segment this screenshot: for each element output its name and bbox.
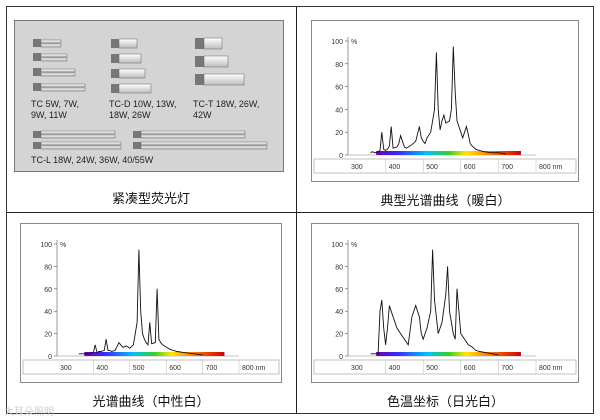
caption-spectrum-day: 色温坐标（日光白） — [386, 395, 504, 410]
spectrum-curve-day — [370, 249, 499, 356]
x-tick-label: 500 — [426, 365, 438, 372]
y-tick-label: 60 — [44, 287, 52, 294]
y-tick-label: 0 — [339, 354, 343, 361]
lamp-tct-42w-icon — [195, 73, 245, 86]
x-tick-label: 800 nm — [242, 365, 266, 372]
x-tick-label: 700 — [206, 365, 218, 372]
y-tick-label: 100 — [331, 39, 343, 46]
y-tick-label: 20 — [335, 332, 343, 339]
y-tick-label: 100 — [331, 242, 343, 249]
outer-frame — [6, 6, 594, 414]
lamp-tc-5w-icon — [33, 39, 62, 48]
y-tick-label: 0 — [48, 354, 52, 361]
x-tick-label: 700 — [501, 365, 513, 372]
x-tick-label: 500 — [133, 365, 145, 372]
x-tick-label: 800 nm — [539, 164, 563, 171]
y-tick-label: 40 — [335, 309, 343, 316]
y-tick-label: 100 — [40, 242, 52, 249]
spectrum-chart-day: 100 80 60 40 20 0% 300 400 500 600 700 800 nm — [313, 240, 577, 375]
spectrum-color-strip — [376, 151, 521, 155]
lamp-tcd-18w-icon — [111, 68, 146, 79]
spectrum-chart-neutral: 100 80 60 40 20 0% 300 400 500 600 700 800 nm — [22, 240, 280, 375]
watermark-text: 大耳朵照明 — [4, 407, 54, 418]
y-unit-label: % — [351, 242, 357, 249]
caption-spectrum-neutral: 光谱曲线（中性白） — [92, 395, 210, 410]
lamp-tc-9w-icon — [33, 68, 76, 77]
x-tick-label: 700 — [501, 164, 513, 171]
panel-lamps: TC 5W, 7W, 9W, 11W TC-D 10W, 13W, 18W, 2… — [6, 6, 296, 212]
x-tick-label: 300 — [60, 365, 72, 372]
lamp-label-tcl: TC-L 18W, 24W, 36W, 40/55W — [31, 155, 154, 165]
spectrum-box-warm: 100 80 60 40 20 0% 300 400 500 600 700 800 nm — [311, 20, 579, 182]
panel-spectrum-day: 100 80 60 40 20 0% 300 400 500 600 700 800 nm 色温坐标（… — [297, 213, 594, 414]
spectrum-color-strip — [84, 352, 225, 356]
grid-vertical-divider — [296, 6, 297, 414]
lamp-drawings — [33, 37, 268, 150]
x-axis-box — [313, 359, 577, 375]
y-tick-label: 20 — [44, 332, 52, 339]
spectrum-curve-warm — [370, 46, 506, 155]
lamp-tcl-24w-icon — [133, 130, 246, 139]
y-tick-label: 60 — [335, 85, 343, 92]
y-tick-label: 20 — [335, 130, 343, 137]
panel-spectrum-warm: 100 80 60 40 20 0% 300 400 500 600 700 800 nm 典型光谱曲… — [297, 6, 594, 212]
spectrum-box-neutral: 100 80 60 40 20 0% 300 400 500 600 700 800 nm — [20, 223, 282, 383]
x-tick-label: 600 — [464, 164, 476, 171]
y-tick-label: 80 — [335, 264, 343, 271]
spectrum-curve-neutral — [78, 249, 203, 356]
x-tick-label: 800 nm — [539, 365, 563, 372]
y-tick-label: 80 — [44, 264, 52, 271]
lamp-tcd-13w-icon — [111, 53, 142, 64]
x-tick-label: 300 — [351, 164, 363, 171]
y-tick-label: 0 — [339, 153, 343, 160]
x-tick-label: 300 — [351, 365, 363, 372]
lamp-tcd-10w-icon — [111, 38, 138, 49]
lamp-tc-7w-icon — [33, 53, 68, 62]
y-tick-label: 80 — [335, 62, 343, 69]
lamp-tcl-18w-icon — [33, 130, 116, 139]
panel-spectrum-neutral: 100 80 60 40 20 0% 300 400 500 600 700 800 nm 光谱曲线（… — [6, 213, 296, 414]
caption-lamps: 紧凑型荧光灯 — [111, 192, 190, 207]
y-tick-label: 40 — [44, 309, 52, 316]
grid-horizontal-divider — [6, 212, 594, 213]
y-unit-label: % — [351, 39, 357, 46]
x-tick-label: 400 — [96, 365, 108, 372]
spectrum-color-strip — [376, 352, 521, 356]
lamp-tc-11w-icon — [33, 83, 86, 92]
lamp-tct-18w-icon — [195, 37, 223, 50]
lamp-tcl-36w-icon — [33, 141, 122, 150]
lamp-tct-26w-icon — [195, 55, 229, 68]
lamp-tcd-26w-icon — [111, 83, 152, 94]
x-tick-label: 500 — [426, 164, 438, 171]
x-tick-label: 600 — [169, 365, 181, 372]
y-unit-label: % — [60, 242, 66, 249]
x-tick-label: 600 — [464, 365, 476, 372]
lamp-tcl-55w-icon — [133, 141, 268, 150]
lamp-label-tcd: TC-D 10W, 13W, 18W, 26W — [109, 99, 177, 120]
x-tick-label: 400 — [389, 365, 401, 372]
spectrum-chart-warm: 100 80 60 40 20 0% 300 400 500 600 700 800 nm — [313, 37, 577, 174]
spectrum-box-day: 100 80 60 40 20 0% 300 400 500 600 700 800 nm — [311, 223, 579, 383]
lamp-illustration-area: TC 5W, 7W, 9W, 11W TC-D 10W, 13W, 18W, 2… — [14, 20, 284, 172]
x-tick-label: 400 — [389, 164, 401, 171]
lamp-label-tc: TC 5W, 7W, 9W, 11W — [31, 99, 80, 120]
caption-spectrum-warm: 典型光谱曲线（暖白） — [380, 194, 511, 209]
x-axis-box — [313, 158, 577, 174]
y-tick-label: 40 — [335, 107, 343, 114]
x-axis-box — [22, 359, 280, 375]
lamp-label-tct: TC-T 18W, 26W, 42W — [193, 99, 260, 120]
y-tick-label: 60 — [335, 287, 343, 294]
